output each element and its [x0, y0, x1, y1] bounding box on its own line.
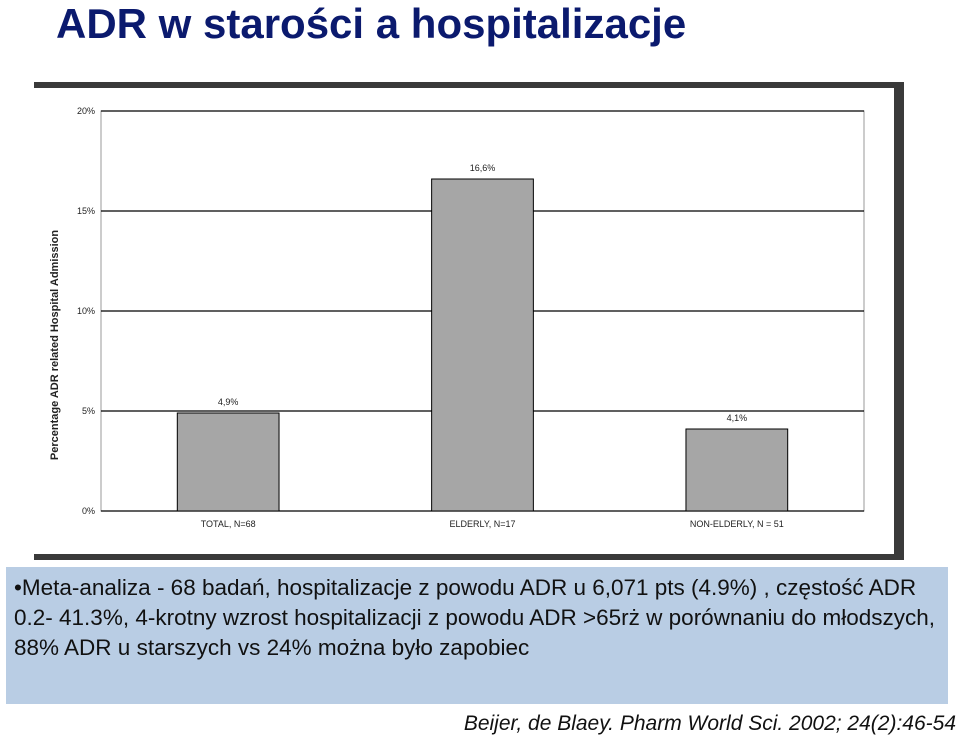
y-tick-label: 5% [82, 406, 95, 416]
bar-chart: 4,9% 16,6% 4,1% 0% 5% 10% 15% 20% TOTAL, N=68 EL… [49, 106, 865, 529]
tick-layer: 0% 5% 10% 15% 20% TOTAL, N=68 ELDERLY, N=17 NON… [77, 106, 784, 529]
summary-box: •Meta-analiza - 68 badań, hospitalizacje… [6, 567, 948, 704]
slide-title: ADR w starości a hospitalizacje [56, 0, 687, 47]
bar-data-label: 16,6% [470, 163, 496, 173]
bar [431, 178, 534, 512]
y-tick-label: 0% [82, 506, 95, 516]
y-tick-label: 10% [77, 306, 95, 316]
bar [685, 428, 789, 512]
x-category-label: ELDERLY, N=17 [450, 519, 516, 529]
y-axis-title: Percentage ADR related Hospital Admissio… [49, 230, 61, 461]
y-tick-label: 15% [77, 206, 95, 216]
x-category-label: TOTAL, N=68 [201, 519, 256, 529]
bar-data-label: 4,9% [218, 397, 239, 407]
bar [176, 412, 280, 512]
y-tick-label: 20% [77, 106, 95, 116]
x-category-label: NON-ELDERLY, N = 51 [690, 519, 784, 529]
chart-panel: 4,9% 16,6% 4,1% 0% 5% 10% 15% 20% TOTAL, N=68 EL… [28, 88, 894, 554]
bar-layer: 4,9% 16,6% 4,1% [176, 163, 789, 512]
summary-text: •Meta-analiza - 68 badań, hospitalizacje… [14, 575, 936, 660]
citation: Beijer, de Blaey. Pharm World Sci. 2002;… [463, 712, 956, 735]
bar-data-label: 4,1% [727, 413, 748, 423]
